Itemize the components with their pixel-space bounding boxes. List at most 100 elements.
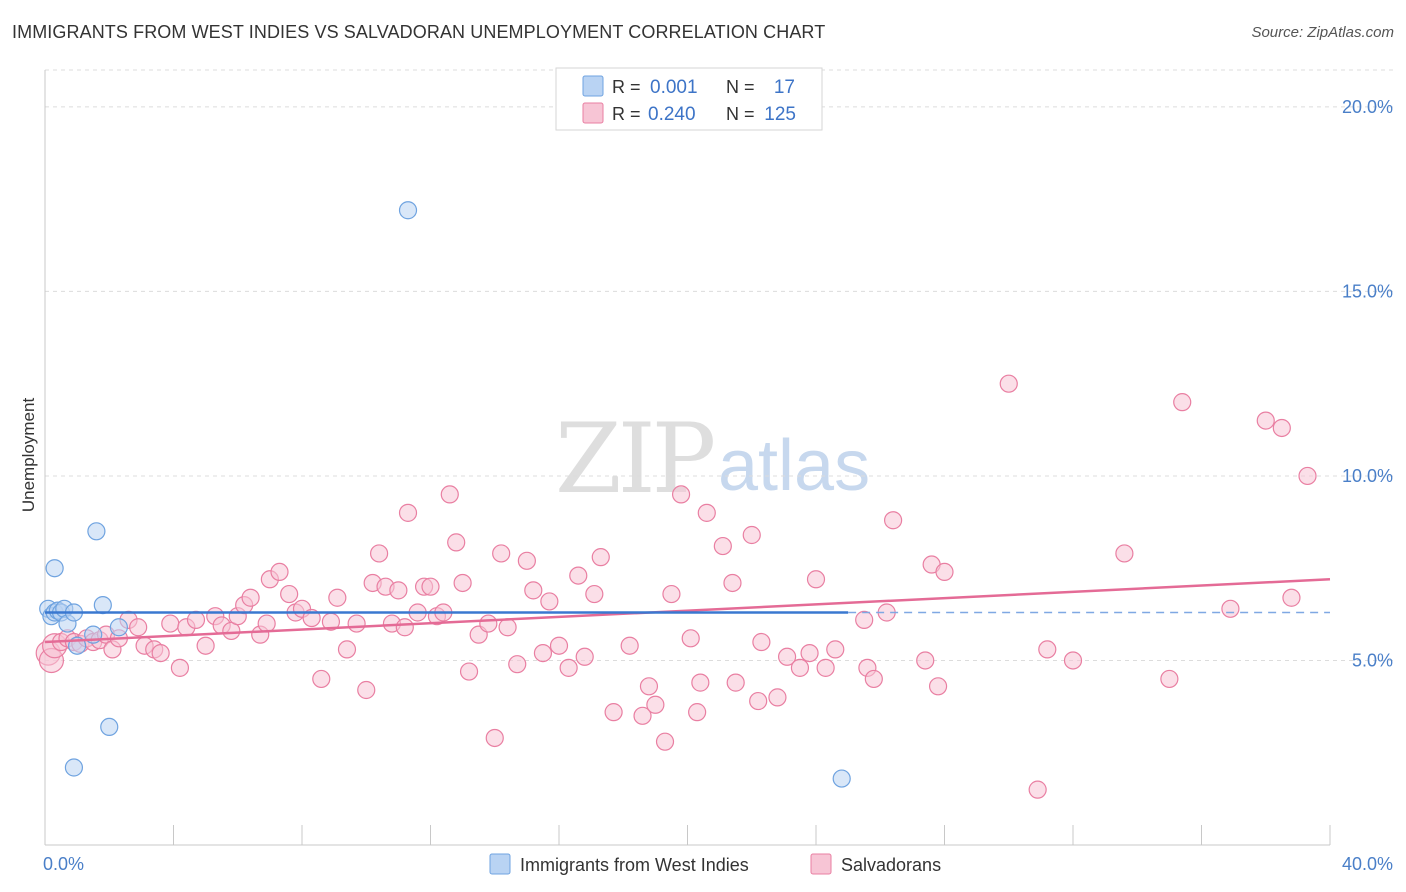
point-salvadorans [752,632,771,652]
point-salvadorans [485,728,504,748]
point-salvadorans [883,511,903,530]
point-west-indies [45,559,64,578]
legend-swatch-west-indies [582,75,604,97]
point-salvadorans [151,643,170,663]
point-salvadorans [398,503,418,522]
point-salvadorans [1256,411,1275,430]
point-salvadorans [524,581,543,600]
point-salvadorans [533,643,553,663]
point-salvadorans [777,647,797,666]
point-west-indies [832,769,851,788]
point-salvadorans [749,691,768,711]
legend-r-value-0: 0.001 [650,77,698,98]
point-salvadorans [688,703,707,722]
trend-line-salvadorans [44,578,1331,644]
point-salvadorans [492,544,511,563]
point-salvadorans [768,688,787,707]
series-legend: Immigrants from West Indies Salvadorans [489,853,941,875]
point-salvadorans [575,647,594,666]
point-salvadorans [928,677,948,696]
stats-legend: R = 0.001 N = 17 R = 0.240 N = 125 [555,67,823,131]
y-axis-label: Unemployment [19,398,38,513]
point-salvadorans [459,662,479,681]
point-salvadorans [723,573,742,593]
point-salvadorans [1173,393,1192,412]
point-salvadorans [816,658,835,677]
bottom-legend-label-west-indies: Immigrants from West Indies [520,855,749,875]
point-salvadorans [742,525,761,545]
point-salvadorans [549,636,569,655]
point-salvadorans [639,677,659,696]
point-salvadorans [312,669,331,689]
point-salvadorans [421,577,440,596]
point-salvadorans [1160,669,1179,689]
point-salvadorans [517,551,536,570]
point-salvadorans [662,584,681,604]
point-west-indies [64,758,84,777]
point-salvadorans [1038,640,1057,659]
legend-r-value-1: 0.240 [648,104,696,125]
point-salvadorans [1221,599,1240,618]
x-tick-label-start: 0.0% [43,854,84,874]
point-salvadorans [389,581,408,600]
point-salvadorans [479,614,498,633]
point-salvadorans [498,618,517,637]
point-salvadorans [241,588,260,607]
point-salvadorans [713,536,732,556]
point-salvadorans [328,588,347,607]
point-salvadorans [440,485,459,504]
point-salvadorans [257,614,276,633]
point-west-indies [93,596,112,615]
point-salvadorans [620,636,639,655]
point-salvadorans [280,584,299,604]
y-tick-label: 15.0% [1342,281,1393,301]
source-credit: Source: ZipAtlas.com [1251,24,1394,41]
point-salvadorans [302,608,321,628]
point-salvadorans [161,614,180,633]
point-salvadorans [646,695,665,714]
point-west-indies [109,618,128,637]
point-salvadorans [855,610,874,629]
point-salvadorans [1063,651,1083,670]
point-salvadorans [633,706,652,725]
point-west-indies [100,717,119,737]
point-salvadorans [447,533,466,552]
legend-n-value-1: 125 [764,104,796,125]
legend-swatch-salvadorans [582,102,604,124]
y-tick-label: 10.0% [1342,466,1393,486]
trend-lines [44,578,1331,644]
point-west-indies [87,522,106,541]
point-salvadorans [726,673,745,692]
legend-r-label-0: R = [612,77,641,97]
x-tick-label-end: 40.0% [1342,854,1393,874]
point-salvadorans [864,669,883,689]
point-salvadorans [806,570,826,589]
point-salvadorans [395,618,414,637]
tick-labels: 5.0% 10.0% 15.0% 20.0% 0.0% 40.0% [43,97,1393,874]
legend-r-label-1: R = [612,104,641,124]
bottom-legend-swatch-west-indies [489,853,511,875]
point-salvadorans [569,566,588,585]
point-salvadorans [916,651,935,670]
point-salvadorans [999,374,1018,393]
point-salvadorans [129,618,148,637]
point-salvadorans [370,544,389,563]
gridlines [45,69,1393,661]
bottom-legend-swatch-salvadorans [810,853,832,875]
point-salvadorans [826,640,845,659]
watermark-atlas: atlas [718,426,870,506]
point-salvadorans [585,584,604,604]
legend-n-label-1: N = [726,104,755,124]
bottom-legend-label-salvadorans: Salvadorans [841,855,941,875]
point-salvadorans [508,655,527,674]
point-salvadorans [1282,588,1301,607]
watermark-zip: ZIP [555,403,714,515]
point-salvadorans [540,592,559,611]
point-salvadorans [697,503,716,522]
chart-title: IMMIGRANTS FROM WEST INDIES VS SALVADORA… [12,22,826,42]
point-salvadorans [1298,466,1317,486]
legend-n-label-0: N = [726,77,755,97]
point-salvadorans [790,658,810,677]
point-salvadorans [196,636,215,655]
